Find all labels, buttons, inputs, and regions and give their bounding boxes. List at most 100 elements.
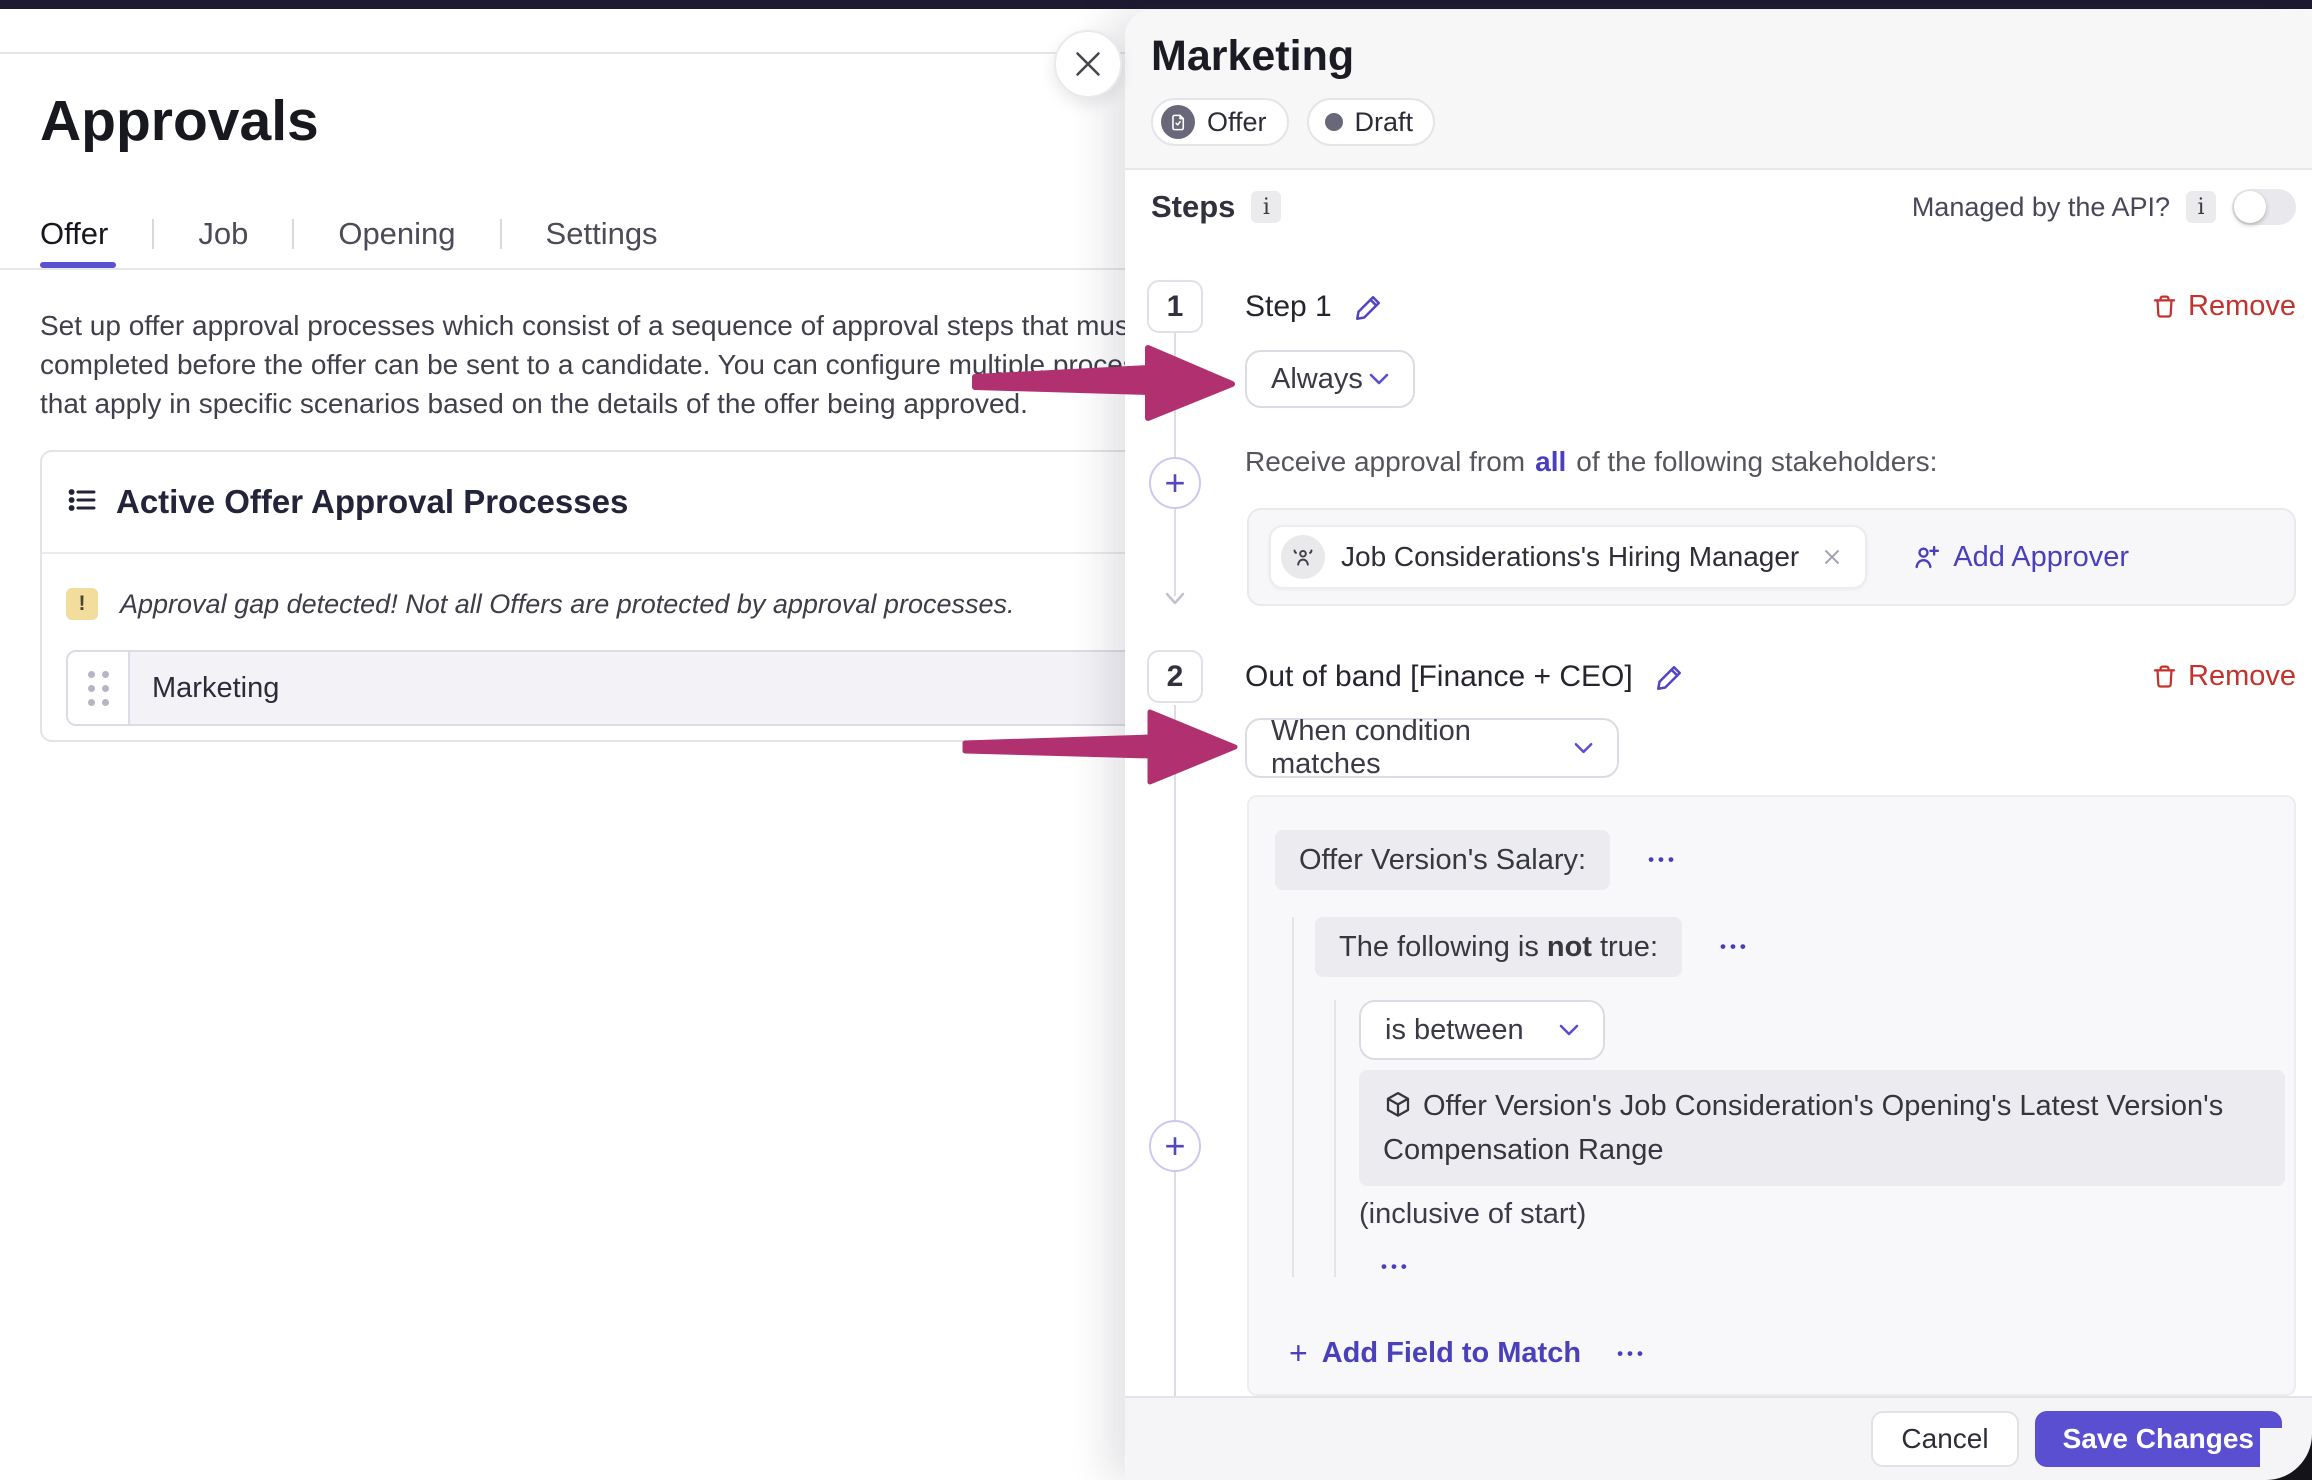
step-1-condition-select[interactable]: Always — [1245, 350, 1415, 408]
operator-select[interactable]: is between — [1359, 1000, 1605, 1060]
approvers-box: Job Considerations's Hiring Manager Add … — [1247, 508, 2296, 606]
step-2-condition-select[interactable]: When condition matches — [1245, 715, 1619, 780]
select-value: Always — [1271, 362, 1363, 395]
negation-group: The following is not true: ••• is betwee… — [1292, 917, 2294, 1277]
approval-gap-warning: ! Approval gap detected! Not all Offers … — [66, 588, 1208, 620]
active-processes-card: Active Offer Approval Processes ! Approv… — [40, 450, 1210, 742]
card-title: Active Offer Approval Processes — [116, 483, 629, 520]
receive-approval-text: Receive approval from all of the followi… — [1245, 440, 1937, 484]
field-menu-ellipsis[interactable]: ••• — [1648, 850, 1678, 869]
page-title: Approvals — [40, 89, 319, 153]
steps-header-row: Steps i Managed by the API? i — [1151, 184, 2296, 230]
badge-offer: Offer — [1151, 98, 1289, 146]
description-line: that apply in specific scenarios based o… — [40, 388, 1028, 419]
browser-top-bar — [0, 0, 2312, 9]
edit-pencil-icon[interactable] — [1354, 292, 1384, 322]
step-2-number: 2 — [1147, 650, 1203, 703]
comparison-value-text: Offer Version's Job Consideration's Open… — [1383, 1090, 2224, 1166]
screen-rounded-corner — [2260, 1428, 2312, 1480]
tab-separator — [292, 219, 295, 249]
negation-menu-ellipsis[interactable]: ••• — [1720, 937, 1750, 956]
close-panel-button[interactable] — [1054, 30, 1122, 98]
managed-by-api-label: Managed by the API? — [1911, 191, 2170, 222]
process-row-marketing[interactable]: Marketing — [66, 650, 1186, 726]
description-line: Set up offer approval processes which co… — [40, 310, 1176, 341]
negation-pill[interactable]: The following is not true: — [1315, 917, 1682, 977]
inclusive-note: (inclusive of start) — [1359, 1198, 1587, 1230]
step-1-remove-button[interactable]: Remove — [2151, 280, 2296, 333]
insert-step-button[interactable]: + — [1149, 1120, 1201, 1172]
card-header: Active Offer Approval Processes — [42, 452, 1208, 554]
remove-label: Remove — [2188, 660, 2296, 692]
list-icon — [66, 484, 98, 521]
page-description: Set up offer approval processes which co… — [40, 306, 1180, 423]
trash-icon — [2153, 295, 2176, 318]
negation-prefix: The following is — [1339, 930, 1539, 963]
steps-info-icon[interactable]: i — [1251, 191, 1282, 223]
cube-icon — [1386, 1092, 1410, 1117]
managed-by-api-toggle[interactable] — [2232, 189, 2296, 225]
managed-by-api-group: Managed by the API? i — [1912, 189, 2296, 225]
negation-suffix: true: — [1599, 930, 1658, 963]
warning-text: Approval gap detected! Not all Offers ar… — [120, 588, 1015, 619]
condition-builder: Offer Version's Salary: ••• The followin… — [1247, 795, 2296, 1396]
person-plus-icon — [1915, 545, 1940, 569]
value-menu-ellipsis[interactable]: ••• — [1381, 1257, 1411, 1276]
tab-bar: Offer Job Opening Settings — [40, 214, 658, 254]
add-approver-label: Add Approver — [1953, 540, 2129, 573]
insert-step-button[interactable]: + — [1149, 457, 1201, 509]
tab-job[interactable]: Job — [198, 216, 249, 251]
panel-header: Marketing Offer Draft — [1125, 10, 2312, 170]
step-2-title: Out of band [Finance + CEO] — [1245, 659, 1633, 693]
condition-field-pill[interactable]: Offer Version's Salary: — [1275, 830, 1611, 890]
remove-label: Remove — [2188, 290, 2296, 322]
comparison-value-pill[interactable]: Offer Version's Job Consideration's Open… — [1359, 1070, 2285, 1186]
chevron-down-icon — [1559, 1024, 1579, 1035]
step-1-title: Step 1 — [1245, 289, 1332, 323]
add-approver-button[interactable]: Add Approver — [1911, 541, 2129, 574]
panel-footer: Cancel Save Changes — [1125, 1396, 2312, 1480]
managed-info-icon[interactable]: i — [2186, 191, 2216, 223]
save-changes-button[interactable]: Save Changes — [2034, 1411, 2282, 1467]
add-field-button[interactable]: + Add Field to Match — [1289, 1335, 1581, 1372]
add-field-menu-ellipsis[interactable]: ••• — [1617, 1343, 1647, 1363]
tab-separator — [152, 219, 155, 249]
tab-settings[interactable]: Settings — [545, 216, 658, 251]
step-2-title-row: Out of band [Finance + CEO] — [1245, 650, 1685, 703]
process-editor-panel: Marketing Offer Draft St — [1125, 10, 2312, 1480]
tab-offer[interactable]: Offer — [40, 216, 109, 251]
plus-icon: + — [1289, 1335, 1308, 1371]
document-icon — [1161, 105, 1195, 139]
approver-chip-label: Job Considerations's Hiring Manager — [1341, 541, 1800, 572]
steps-heading: Steps — [1151, 189, 1236, 224]
add-field-row: + Add Field to Match ••• — [1289, 1335, 1647, 1372]
step-2-remove-button[interactable]: Remove — [2151, 650, 2296, 703]
step-1-number: 1 — [1147, 280, 1203, 333]
active-tab-underline — [40, 262, 116, 268]
drag-handle[interactable] — [68, 652, 130, 724]
tab-opening[interactable]: Opening — [338, 216, 456, 251]
remove-approver-x-icon[interactable] — [1821, 546, 1843, 568]
connector-arrow-icon — [1165, 592, 1185, 605]
group-icon — [1281, 535, 1325, 579]
tab-separator — [499, 219, 502, 249]
close-icon — [1076, 52, 1100, 76]
operator-group: is between Offer Version's Job Considera… — [1334, 1000, 2294, 1277]
cancel-button[interactable]: Cancel — [1871, 1411, 2019, 1467]
step-connector-line — [1174, 705, 1176, 1396]
description-line: completed before the offer can be sent t… — [40, 349, 1181, 380]
badge-label: Draft — [1354, 106, 1414, 137]
trash-icon — [2153, 665, 2176, 688]
approval-prefix: Receive approval from — [1245, 446, 1526, 477]
select-value: is between — [1385, 1013, 1524, 1046]
add-field-label: Add Field to Match — [1321, 1337, 1582, 1369]
select-value: When condition matches — [1271, 715, 1471, 780]
toggle-knob — [2234, 191, 2266, 223]
status-dot-icon — [1324, 113, 1343, 131]
negation-not: not — [1546, 930, 1592, 963]
edit-pencil-icon[interactable] — [1655, 662, 1685, 692]
all-link[interactable]: all — [1535, 446, 1567, 477]
approver-chip[interactable]: Job Considerations's Hiring Manager — [1269, 525, 1868, 589]
badges: Offer Draft — [1151, 98, 1436, 146]
